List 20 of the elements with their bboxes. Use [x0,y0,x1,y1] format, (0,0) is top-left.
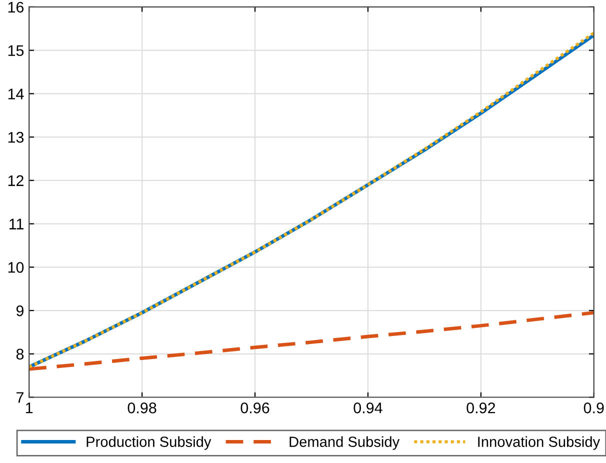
y-tick-label: 15 [8,45,24,56]
y-tick-label: 14 [8,88,24,100]
y-tick-label: 10 [8,262,24,273]
x-tick-label: 0.94 [354,402,382,414]
x-tick-label: 0.96 [240,402,270,414]
x-tick-label: 0.92 [466,402,496,414]
y-tick-label: 7 [16,392,24,403]
legend-label: Innovation Subsidy [478,436,600,450]
y-tick-label: 11 [10,218,24,230]
y-tick-label: 12 [8,175,24,186]
legend-label: Demand Subsidy [290,436,400,450]
line-series [29,310,594,371]
x-tick-label: 1 [26,402,33,414]
y-tick-label: 13 [8,132,24,143]
y-tick-label: 16 [8,2,24,13]
y-tick-label: 8 [16,348,24,360]
legend-label: Production Subsidy [86,436,212,450]
x-tick-label: 0.9 [584,402,604,414]
y-tick-label: 9 [16,305,24,316]
x-tick-label: 0.98 [128,402,156,414]
